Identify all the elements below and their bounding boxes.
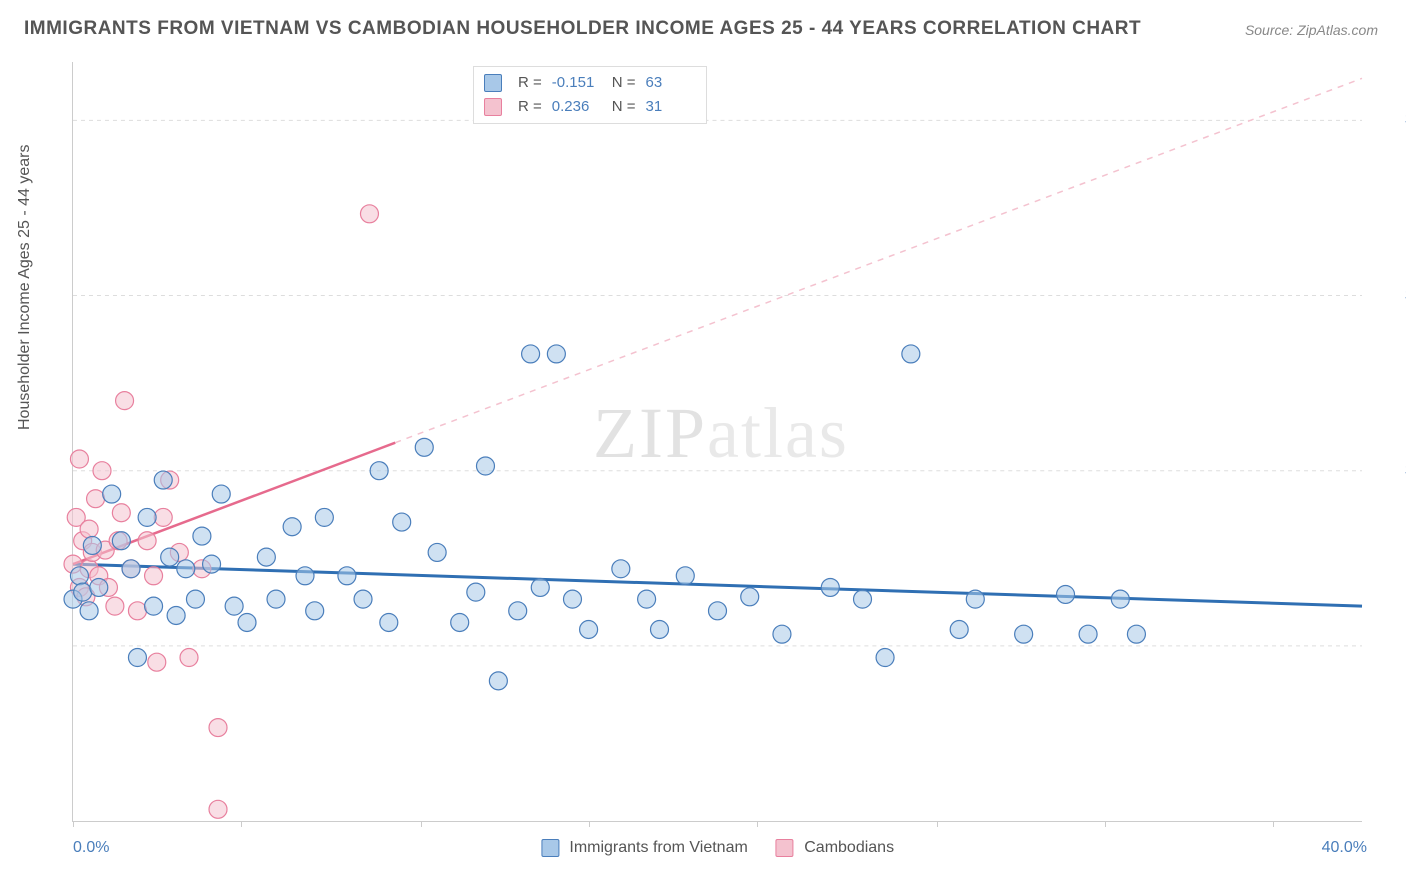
legend-item-cambodian: Cambodians bbox=[776, 839, 894, 857]
stats-n-label: N = bbox=[612, 95, 636, 119]
x-tick bbox=[421, 821, 422, 827]
stats-n-value-cambodian: 31 bbox=[646, 95, 696, 119]
x-tick bbox=[241, 821, 242, 827]
plot-area: ZIPatlas $75,000$150,000$225,000$300,000… bbox=[72, 62, 1362, 822]
stats-n-label: N = bbox=[612, 71, 636, 95]
bottom-legend: Immigrants from Vietnam Cambodians bbox=[541, 839, 894, 857]
x-tick bbox=[73, 821, 74, 827]
legend-swatch-cambodian bbox=[776, 839, 794, 857]
stats-r-value-vietnam: -0.151 bbox=[552, 71, 602, 95]
stats-box: R = -0.151 N = 63 R = 0.236 N = 31 bbox=[473, 66, 707, 124]
y-tick-label: $75,000 bbox=[1372, 638, 1406, 656]
stats-swatch-cambodian bbox=[484, 98, 502, 116]
y-tick-label: $225,000 bbox=[1372, 287, 1406, 305]
legend-item-vietnam: Immigrants from Vietnam bbox=[541, 839, 748, 857]
x-tick bbox=[757, 821, 758, 827]
stats-r-value-cambodian: 0.236 bbox=[552, 95, 602, 119]
y-axis-label: Householder Income Ages 25 - 44 years bbox=[16, 145, 34, 431]
legend-label-vietnam: Immigrants from Vietnam bbox=[569, 839, 747, 856]
stats-r-label: R = bbox=[518, 71, 542, 95]
y-tick-label: $300,000 bbox=[1372, 111, 1406, 129]
legend-label-cambodian: Cambodians bbox=[804, 839, 894, 856]
x-tick bbox=[589, 821, 590, 827]
stats-row-cambodian: R = 0.236 N = 31 bbox=[484, 95, 696, 119]
chart-title: IMMIGRANTS FROM VIETNAM VS CAMBODIAN HOU… bbox=[24, 18, 1141, 40]
stats-n-value-vietnam: 63 bbox=[646, 71, 696, 95]
stats-r-label: R = bbox=[518, 95, 542, 119]
x-axis-min-label: 0.0% bbox=[73, 839, 109, 857]
x-tick bbox=[937, 821, 938, 827]
x-tick bbox=[1273, 821, 1274, 827]
source-attribution: Source: ZipAtlas.com bbox=[1245, 22, 1378, 38]
stats-swatch-vietnam bbox=[484, 74, 502, 92]
y-tick-label: $150,000 bbox=[1372, 462, 1406, 480]
chart-svg bbox=[73, 62, 1362, 821]
x-tick bbox=[1105, 821, 1106, 827]
legend-swatch-vietnam bbox=[541, 839, 559, 857]
stats-row-vietnam: R = -0.151 N = 63 bbox=[484, 71, 696, 95]
x-axis-max-label: 40.0% bbox=[1322, 839, 1367, 857]
